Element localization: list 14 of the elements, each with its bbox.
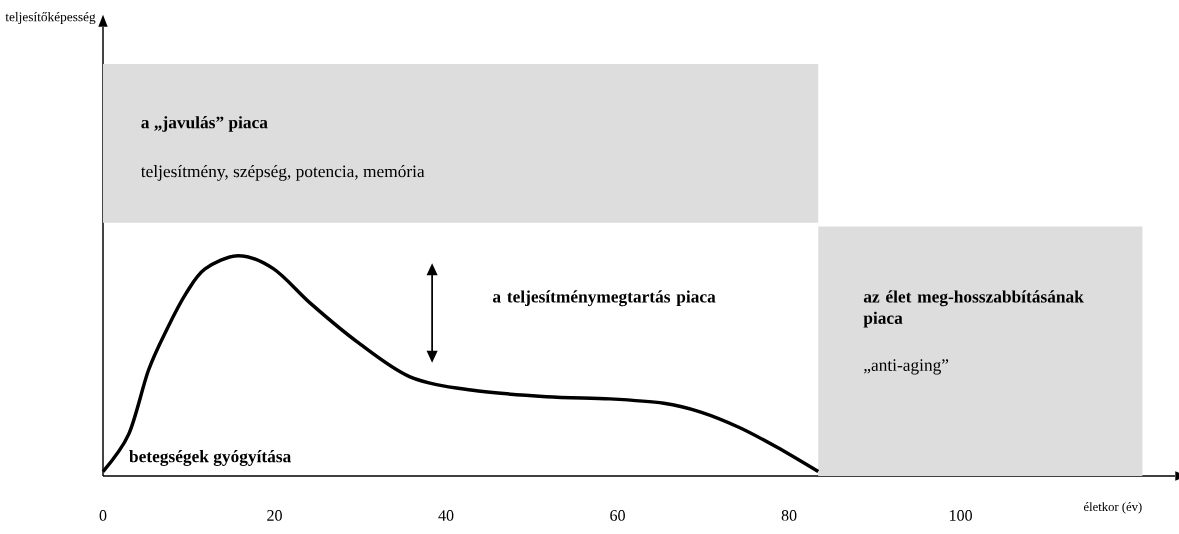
x-tick-label: 100	[950, 510, 972, 521]
annotation: a teljesítménymegtartás piaca	[492, 290, 716, 307]
annotation: „anti-aging”	[864, 359, 949, 375]
text: teljesítőképesség	[5, 11, 96, 25]
x-tick-label: 0	[99, 510, 107, 521]
x-tick-label: 60	[610, 510, 625, 521]
x-tick-label: 40	[438, 510, 454, 521]
annotation: betegségek gyógyítása	[129, 450, 291, 466]
band-label: a „javulás” piaca	[141, 116, 268, 132]
x-tick-label: 80	[781, 510, 797, 521]
x-tick-label: 20	[267, 510, 282, 521]
band-label: az élet meg-hosszabbításának piaca	[863, 290, 1084, 328]
x-axis-title: életkor (év)	[1083, 502, 1142, 514]
text: teljesítmény, szépség, potencia, memória	[140, 165, 425, 181]
